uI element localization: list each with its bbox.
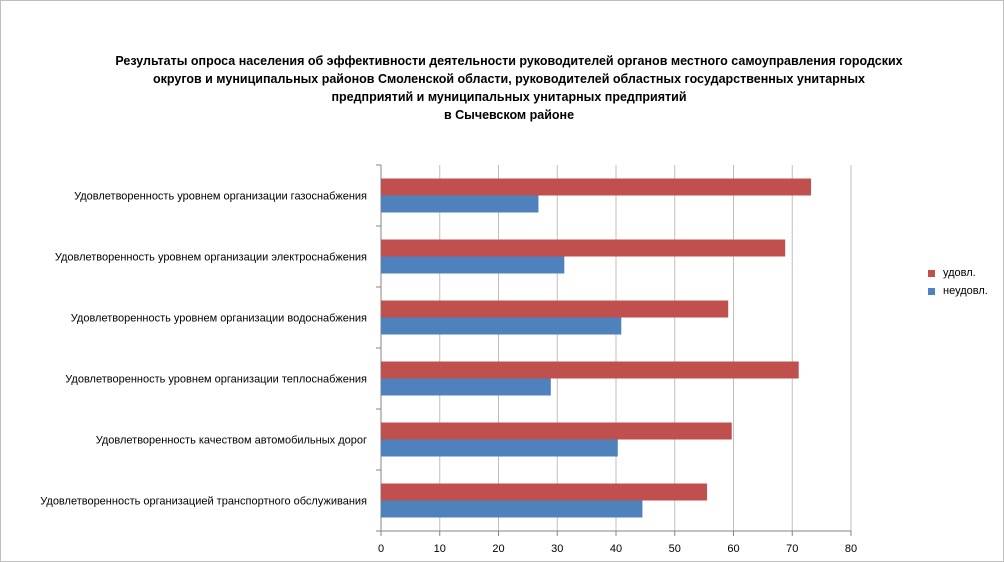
legend-swatch-unsatisfied	[928, 287, 935, 295]
chart-title-line-1: Результаты опроса населения об эффективн…	[115, 54, 903, 68]
bar-unsatisfied-3	[381, 378, 551, 396]
bar-unsatisfied-4	[381, 439, 618, 457]
bar-satisfied-3	[381, 361, 799, 379]
chart-legend: удовл. неудовл.	[928, 264, 988, 300]
legend-label-satisfied: удовл.	[943, 267, 976, 279]
category-label-2: Удовлетворенность уровнем организации во…	[71, 313, 367, 325]
bar-satisfied-4	[381, 422, 732, 440]
chart-title-line-2: округов и муниципальных районов Смоленск…	[153, 72, 865, 86]
bar-satisfied-1	[381, 239, 786, 257]
bar-satisfied-5	[381, 483, 708, 501]
category-label-4: Удовлетворенность качеством автомобильны…	[96, 435, 367, 447]
x-tick-label-30: 30	[551, 543, 563, 555]
legend-item-satisfied: удовл.	[928, 264, 988, 282]
x-tick-label-10: 10	[434, 543, 446, 555]
x-tick-label-50: 50	[669, 543, 681, 555]
category-label-5: Удовлетворенность организацией транспорт…	[40, 496, 367, 508]
legend-swatch-satisfied	[928, 269, 935, 277]
legend-label-unsatisfied: неудовл.	[943, 285, 988, 297]
x-tick-label-70: 70	[786, 543, 798, 555]
bar-unsatisfied-0	[381, 195, 539, 213]
category-label-1: Удовлетворенность уровнем организации эл…	[55, 252, 367, 264]
chart-title-line-4: в Сычевском районе	[443, 108, 575, 122]
x-tick-label-60: 60	[727, 543, 739, 555]
legend-item-unsatisfied: неудовл.	[928, 282, 988, 300]
chart-title: Результаты опроса населения об эффективн…	[101, 52, 917, 124]
bar-satisfied-2	[381, 300, 729, 318]
bar-satisfied-0	[381, 178, 812, 196]
chart-title-line-3: предприятий и муниципальных унитарных пр…	[331, 90, 687, 104]
x-tick-label-40: 40	[610, 543, 622, 555]
category-label-3: Удовлетворенность уровнем организации те…	[65, 374, 367, 386]
bar-unsatisfied-2	[381, 317, 622, 335]
category-label-0: Удовлетворенность уровнем организации га…	[74, 191, 367, 203]
x-tick-label-20: 20	[492, 543, 504, 555]
x-tick-label-0: 0	[378, 543, 384, 555]
x-tick-label-80: 80	[845, 543, 857, 555]
bar-unsatisfied-1	[381, 256, 565, 274]
bar-unsatisfied-5	[381, 500, 643, 518]
